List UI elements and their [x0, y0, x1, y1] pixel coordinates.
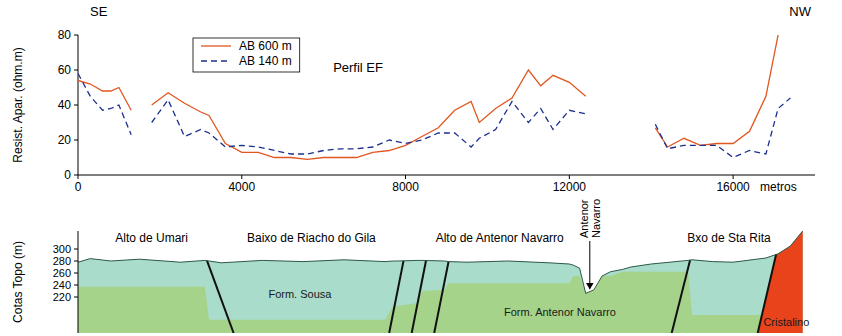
figure: 0 4000 8000 12000 16000 metros 0 20 40 60 80 Resist… [0, 0, 842, 336]
x-tick-label: 8000 [392, 180, 419, 194]
place-label: Alto de Antenor Navarro [436, 231, 564, 245]
y-tick-label: 300 [53, 243, 71, 255]
legend-swatch [201, 60, 231, 61]
y-tick [74, 35, 78, 36]
pointer-label-group: AntenorNavarro [578, 199, 602, 238]
pointer-arrow [589, 241, 590, 289]
fault [389, 261, 403, 333]
x-tick [733, 175, 734, 179]
x-tick [241, 175, 242, 179]
place-label: Alto de Umari [115, 231, 188, 245]
chart-title: Perfil EF [333, 60, 383, 75]
y-tick [74, 261, 78, 262]
y-axis-title: Cotas Topo (m) [11, 241, 25, 323]
legend-label: AB 140 m [239, 54, 292, 68]
y-tick [74, 297, 78, 298]
plot-area [78, 35, 790, 159]
x-tick-label: 16000 [716, 180, 750, 194]
x-tick [569, 175, 570, 179]
y-tick-label: 0 [64, 168, 71, 182]
legend: AB 600 mAB 140 m [193, 38, 300, 72]
x-axis [78, 175, 815, 176]
y-tick-label: 60 [58, 63, 72, 77]
x-tick-label: 4000 [228, 180, 255, 194]
y-tick [74, 140, 78, 141]
y-tick-label: 280 [53, 255, 71, 267]
y-tick-label: 20 [58, 133, 72, 147]
direction-label: SE [90, 4, 108, 19]
unit-label: Cristalino [763, 316, 809, 328]
fault [207, 261, 234, 333]
pointer-label-line: Navarro [590, 199, 602, 238]
y-tick [74, 70, 78, 71]
place-label: Baixo de Riacho do Gila [247, 231, 376, 245]
y-tick [74, 285, 78, 286]
place-label: Bxo de Sta Rita [687, 231, 771, 245]
y-tick [74, 175, 78, 176]
fault [434, 262, 448, 333]
direction-label: NW [789, 4, 811, 19]
y-tick-label: 240 [53, 279, 71, 291]
y-tick-label: 260 [53, 267, 71, 279]
unit-label: Form. Antenor Navarro [504, 306, 616, 318]
series-line [78, 35, 778, 159]
x-axis-title: metros [760, 180, 797, 194]
y-tick [74, 273, 78, 274]
y-tick [74, 105, 78, 106]
unit-label: Form. Sousa [268, 288, 332, 300]
fault [672, 260, 690, 333]
topography-line [78, 231, 803, 293]
y-axis-title: Resist. Apar. (ohm.m) [11, 47, 25, 162]
geologic-unit [78, 231, 803, 333]
pointer-label-line: Antenor [578, 199, 590, 238]
legend-box [193, 38, 300, 72]
legend-swatch [201, 45, 231, 46]
x-tick-label: 0 [75, 180, 82, 194]
x-tick [405, 175, 406, 179]
y-tick-label: 80 [58, 28, 72, 42]
series-line [78, 74, 790, 158]
y-axis [78, 231, 79, 333]
y-tick-label: 220 [53, 291, 71, 303]
fault [412, 261, 426, 333]
legend-label: AB 600 m [239, 39, 292, 53]
x-tick [78, 175, 79, 179]
pointer-label: AntenorNavarro [578, 199, 602, 238]
x-tick-label: 12000 [553, 180, 587, 194]
y-tick-label: 40 [58, 98, 72, 112]
y-tick [74, 249, 78, 250]
section-area [78, 231, 803, 333]
